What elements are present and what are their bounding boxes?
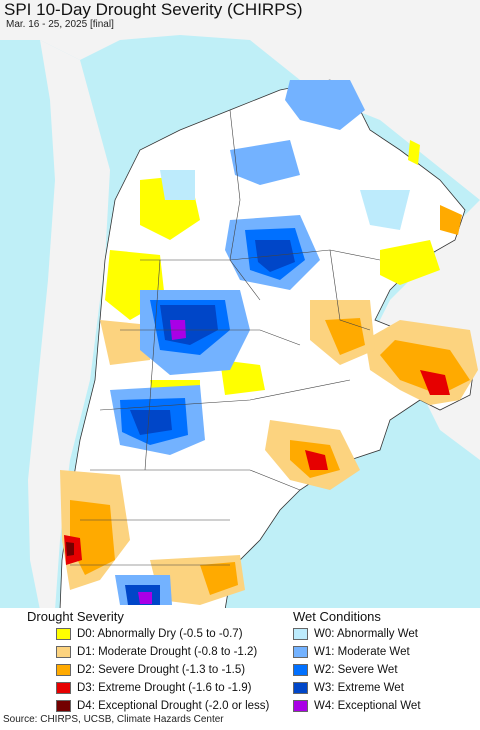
- swatch-d0: [56, 628, 71, 640]
- legend-item-w4: W4: Exceptional Wet: [293, 699, 421, 713]
- legend-item-w3: W3: Extreme Wet: [293, 681, 404, 695]
- legend-label-w2: W2: Severe Wet: [314, 664, 398, 676]
- legend-item-d4: D4: Exceptional Drought (-2.0 or less): [56, 699, 269, 713]
- legend-item-d3: D3: Extreme Drought (-1.6 to -1.9): [56, 681, 251, 695]
- legend-label-w3: W3: Extreme Wet: [314, 682, 404, 694]
- outside-region-west-chile: [28, 40, 110, 610]
- legend-label-d3: D3: Extreme Drought (-1.6 to -1.9): [77, 682, 252, 694]
- legend-label-d0: D0: Abnormally Dry (-0.5 to -0.7): [77, 628, 243, 640]
- swatch-d2: [56, 664, 71, 676]
- swatch-w1: [293, 646, 308, 658]
- legend-item-w0: W0: Abnormally Wet: [293, 627, 418, 641]
- admin-borders: [70, 109, 381, 566]
- legend: Drought Severity Wet Conditions D0: Abno…: [0, 608, 480, 712]
- legend-item-w1: W1: Moderate Wet: [293, 645, 410, 659]
- outside-region-north: [0, 0, 480, 200]
- legend-item-d1: D1: Moderate Drought (-0.8 to -1.2): [56, 645, 257, 659]
- swatch-w2: [293, 664, 308, 676]
- drought-legend-title: Drought Severity: [27, 609, 124, 624]
- swatch-w4: [293, 700, 308, 712]
- swatch-d4: [56, 700, 71, 712]
- map-title: SPI 10-Day Drought Severity (CHIRPS): [4, 0, 303, 19]
- swatch-d3: [56, 682, 71, 694]
- legend-label-d4: D4: Exceptional Drought (-2.0 or less): [77, 700, 270, 712]
- legend-label-w0: W0: Abnormally Wet: [314, 628, 418, 640]
- legend-label-w4: W4: Exceptional Wet: [314, 700, 421, 712]
- legend-label-d1: D1: Moderate Drought (-0.8 to -1.2): [77, 646, 258, 658]
- source-credit: Source: CHIRPS, UCSB, Climate Hazards Ce…: [3, 714, 224, 725]
- legend-item-d2: D2: Severe Drought (-1.3 to -1.5): [56, 663, 245, 677]
- legend-label-w1: W1: Moderate Wet: [314, 646, 410, 658]
- legend-label-d2: D2: Severe Drought (-1.3 to -1.5): [77, 664, 246, 676]
- swatch-w0: [293, 628, 308, 640]
- wet-legend-title: Wet Conditions: [293, 609, 381, 624]
- wet-patches: [110, 80, 410, 605]
- legend-item-d0: D0: Abnormally Dry (-0.5 to -0.7): [56, 627, 243, 641]
- map-subtitle: Mar. 16 - 25, 2025 [final]: [6, 19, 114, 30]
- swatch-w3: [293, 682, 308, 694]
- drought-patches: [60, 140, 478, 605]
- swatch-d1: [56, 646, 71, 658]
- legend-item-w2: W2: Severe Wet: [293, 663, 398, 677]
- drought-map: [0, 0, 480, 610]
